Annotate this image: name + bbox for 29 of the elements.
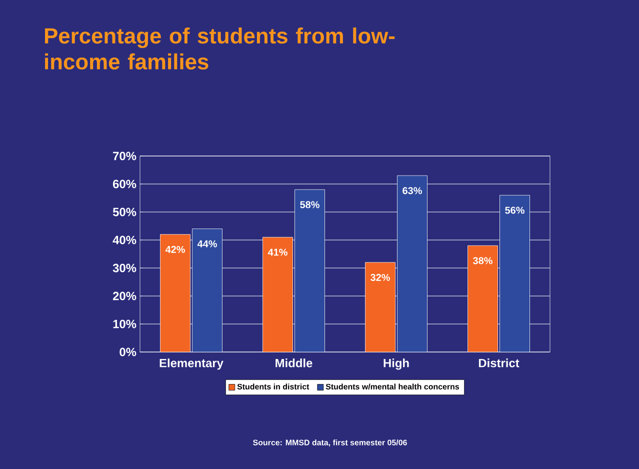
bar [365, 262, 396, 352]
data-label: 42% [165, 246, 185, 253]
bar [262, 237, 293, 352]
y-tick-label: 40% [112, 236, 136, 244]
data-label: 63% [402, 187, 422, 194]
y-tick-label: 30% [112, 264, 136, 272]
y-tick-label: 70% [113, 152, 136, 160]
y-tick-label: 20% [112, 292, 136, 300]
bar [192, 228, 222, 352]
data-label: 32% [370, 274, 390, 281]
bar [500, 195, 530, 352]
bar [397, 175, 428, 352]
x-tick-label: District [478, 358, 520, 368]
bar [294, 189, 325, 352]
x-tick-label: Middle [276, 358, 312, 368]
x-tick-label: High [384, 358, 409, 370]
data-label: 56% [505, 206, 524, 214]
y-tick-label: 60% [112, 180, 136, 188]
bar [160, 234, 190, 352]
data-label: 58% [300, 201, 320, 208]
data-label: 38% [473, 257, 492, 264]
bar [468, 245, 498, 352]
y-tick-label: 10% [113, 320, 136, 328]
data-label: 44% [197, 240, 217, 248]
chart-title: Percentage of students from low-income families [44, 28, 395, 70]
x-tick-label: Elementary [160, 358, 224, 370]
data-label: 41% [268, 248, 288, 256]
y-tick-label: 0% [120, 348, 136, 356]
y-tick-label: 50% [112, 208, 136, 216]
